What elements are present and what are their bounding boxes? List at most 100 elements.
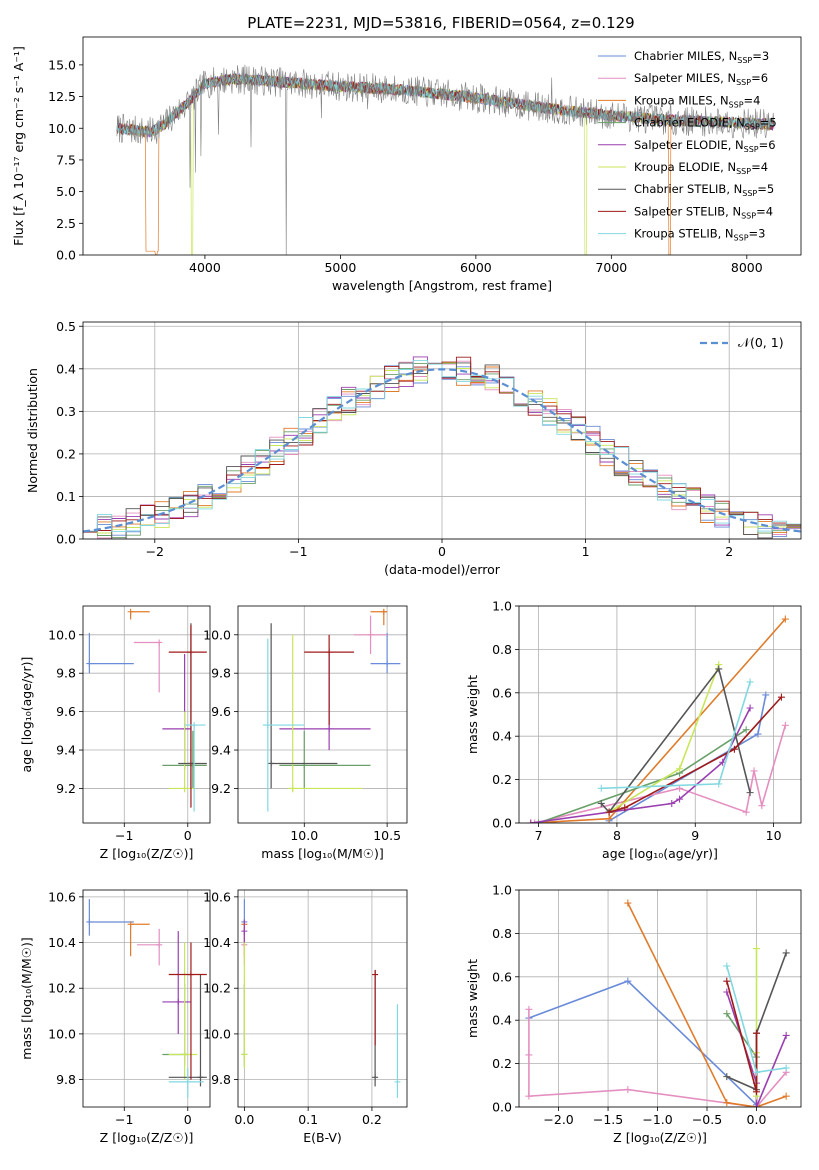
plus-marker [525, 1092, 533, 1100]
legend-sub: SSP [736, 78, 751, 87]
panel-age-vs-Z: −1 0 9.2 9.4 9.6 9.8 10.0 Z [log₁₀(Z/Z☉)] age [l… [19, 605, 211, 861]
y-axis-label: mass weight [465, 959, 480, 1038]
grid-lines [83, 890, 210, 1107]
y-tick-label: 0.2 [492, 772, 512, 787]
legend-suffix: =5 [760, 116, 777, 130]
y-tick-label: 9.2 [211, 781, 231, 796]
plus-marker [715, 780, 723, 788]
plus-marker [762, 691, 770, 699]
y-tick-label: 0.4 [492, 1013, 512, 1028]
plus-marker [742, 726, 750, 734]
plus-marker [752, 1029, 760, 1037]
plot-area [86, 608, 207, 812]
plus-marker [268, 760, 275, 767]
y-tick-label: 0.8 [492, 926, 512, 941]
legend-sub: SSP [736, 167, 751, 176]
y-tick-label: 2.5 [56, 216, 76, 231]
plus-marker [127, 921, 134, 928]
plus-marker [746, 704, 754, 712]
plus-marker [326, 725, 333, 732]
y-tick-label: 5.0 [56, 184, 76, 199]
plus-marker [187, 971, 194, 978]
x-tick-label: −2 [146, 544, 164, 559]
x-tick-label: 0.1 [298, 1112, 318, 1127]
plus-marker [605, 808, 613, 816]
legend-label: Salpeter ELODIE, N [634, 138, 744, 152]
plus-marker [380, 608, 387, 615]
figure-title: PLATE=2231, MJD=53816, FIBERID=0564, z=0… [247, 14, 634, 32]
x-axis-label: wavelength [Angstrom, rest frame] [332, 278, 552, 293]
axes-frame [82, 605, 211, 824]
plus-marker [742, 808, 750, 816]
y-tick-label: 0.3 [56, 404, 76, 419]
x-tick-label: 10 [766, 828, 782, 843]
plus-marker [241, 928, 248, 935]
y-tick-label: 9.6 [56, 704, 76, 719]
legend-sub: SSP [744, 145, 759, 154]
legend: 𝒩(0, 1) [700, 335, 784, 350]
x-tick-label: −1 [115, 1112, 133, 1127]
plus-marker [621, 804, 629, 812]
plot-area [86, 899, 207, 1098]
x-tick-label: 6000 [460, 260, 492, 275]
legend-suffix: =6 [751, 71, 768, 85]
panel-mass-weight-vs-Z: −2.0 −1.5 −1.0 −0.5 0.0 0.0 0.2 0.4 0.6 0.8 1.0 Z [… [465, 883, 802, 1145]
plus-marker [605, 815, 613, 823]
plus-marker [326, 649, 333, 656]
axes-frame [518, 605, 802, 824]
x-tick-label: 9 [691, 828, 699, 843]
y-axis-label: mass weight [465, 675, 480, 754]
plus-marker [676, 765, 684, 773]
y-tick-label: 0.0 [56, 532, 76, 547]
plus-marker [264, 722, 271, 729]
x-tick-label: 0.0 [234, 1112, 254, 1127]
x-axis-label: age [log₁₀(age/yr)] [602, 846, 718, 861]
legend-entry: Salpeter STELIB, NSSP=4 [634, 204, 773, 220]
plus-marker [754, 730, 762, 738]
panels: 4000 5000 6000 7000 80000.02.55.07.510.012.5… [11, 36, 802, 1145]
plus-marker [394, 1078, 401, 1085]
axis-ticks: −1 0 9.8 10.0 10.2 10.4 10.6 [48, 889, 192, 1127]
legend-label: Chabrier MILES, N [634, 49, 737, 63]
y-tick-label: 15.0 [48, 57, 76, 72]
y-tick-label: 10.0 [48, 627, 76, 642]
x-axis-label: E(B-V) [303, 1130, 342, 1145]
plus-marker [730, 745, 738, 753]
y-tick-label: 0.0 [492, 1100, 512, 1115]
legend-suffix: =5 [757, 182, 774, 196]
plus-marker [750, 767, 758, 775]
legend-entry: Kroupa MILES, NSSP=4 [634, 93, 760, 109]
plus-marker [723, 962, 731, 970]
legend-sub: SSP [729, 100, 744, 109]
mass-weight-line [608, 696, 782, 813]
legend-sub: SSP [741, 211, 756, 220]
legend-sub: SSP [737, 56, 752, 65]
legend-entry: Salpeter MILES, NSSP=6 [634, 71, 768, 87]
plot-area [116, 64, 775, 255]
y-tick-label: 9.8 [56, 666, 76, 681]
plus-marker [597, 784, 605, 792]
plot-area [83, 356, 801, 539]
plus-marker [777, 693, 785, 701]
y-axis-label: mass [log₁₀(M/M☉)] [19, 937, 34, 1059]
panel-spectrum: 4000 5000 6000 7000 8000 0.0 2.5 5.0 7.5 10.0 12.5… [11, 36, 802, 293]
y-tick-label: 10.0 [48, 1026, 76, 1041]
axis-ticks: −2.0 −1.5 −1.0 −0.5 0.0 0.0 0.2 0.4 0.6 0.8 1.0 [492, 883, 766, 1128]
plus-marker [624, 1086, 632, 1094]
y-axis-label: Flux [f_λ 10⁻¹⁷ erg cm⁻² s⁻¹ A⁻¹] [11, 46, 26, 246]
legend-suffix: =3 [752, 49, 769, 63]
y-tick-label: 1.0 [492, 599, 512, 614]
y-tick-label: 0.5 [56, 319, 76, 334]
y-tick-label: 10.4 [203, 935, 231, 950]
x-axis-label: Z [log₁₀(Z/Z☉)] [100, 1130, 194, 1145]
axis-ticks: 4000 5000 6000 7000 8000 0.0 2.5 5.0 7.5 10.0 12.5… [48, 57, 763, 275]
normal-reference-curve [83, 368, 801, 533]
y-tick-label: 10.0 [203, 627, 231, 642]
y-tick-label: 9.8 [56, 1072, 76, 1087]
axis-ticks: 7 8 9 10 0.0 0.2 0.4 0.6 0.8 1.0 [492, 599, 781, 844]
x-tick-label: −1 [115, 828, 133, 843]
legend-entry: Chabrier ELODIE, NSSP=5 [634, 116, 777, 132]
plus-marker [723, 1010, 731, 1018]
legend-entry: Salpeter ELODIE, NSSP=6 [634, 138, 776, 154]
plus-marker [746, 678, 754, 686]
